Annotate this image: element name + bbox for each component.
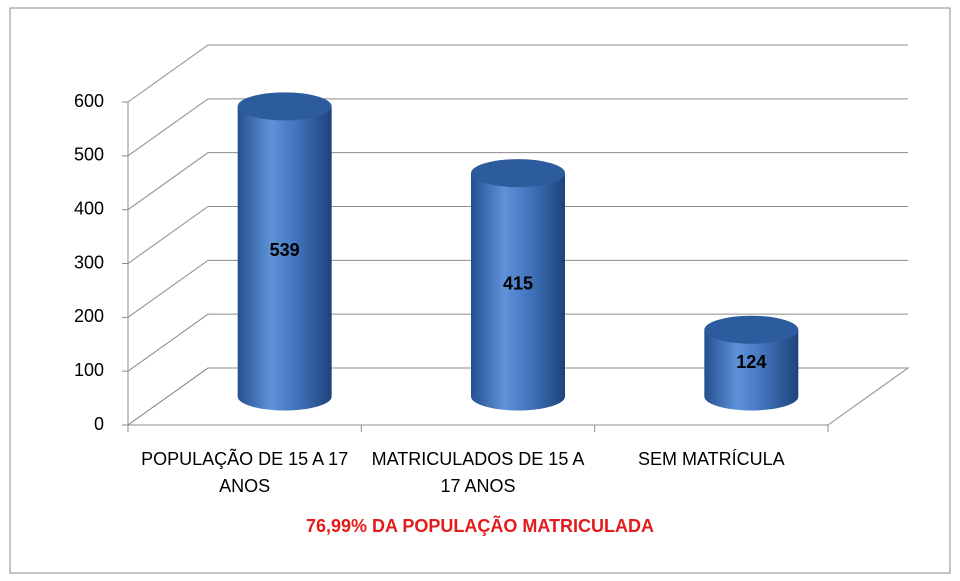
x-tick-label: SEM MATRÍCULA	[637, 449, 785, 469]
cylinder-body	[237, 106, 332, 411]
grid-line	[127, 367, 908, 426]
y-tick-label: 300	[74, 252, 104, 272]
x-tick-label: MATRICULADOS DE 15 A 17 ANOS	[371, 449, 585, 496]
y-tick-label: 0	[94, 414, 104, 434]
cylinder-top	[471, 159, 565, 188]
grid-line	[127, 152, 908, 211]
x-tick-label: POPULAÇÃO DE 15 A 17 ANOS	[141, 449, 349, 496]
y-tick-label: 600	[74, 91, 104, 111]
cylinder-top	[237, 92, 332, 121]
grid-line	[127, 98, 908, 157]
y-tick-label: 200	[74, 306, 104, 326]
cylinder-body	[704, 329, 799, 411]
data-label: 124	[736, 352, 766, 372]
grid-line	[127, 313, 908, 372]
grid-line	[127, 259, 908, 318]
annotation: 76,99% DA POPULAÇÃO MATRICULADA	[305, 516, 655, 536]
grid-line	[127, 206, 908, 264]
grid-line	[127, 44, 908, 103]
cylinder-body	[471, 173, 565, 411]
data-label: 539	[270, 240, 300, 260]
cylinder-top	[704, 315, 799, 344]
y-tick-label: 100	[74, 360, 104, 380]
data-label: 415	[503, 274, 533, 294]
y-tick-label: 400	[74, 198, 104, 218]
y-tick-label: 500	[74, 145, 104, 165]
